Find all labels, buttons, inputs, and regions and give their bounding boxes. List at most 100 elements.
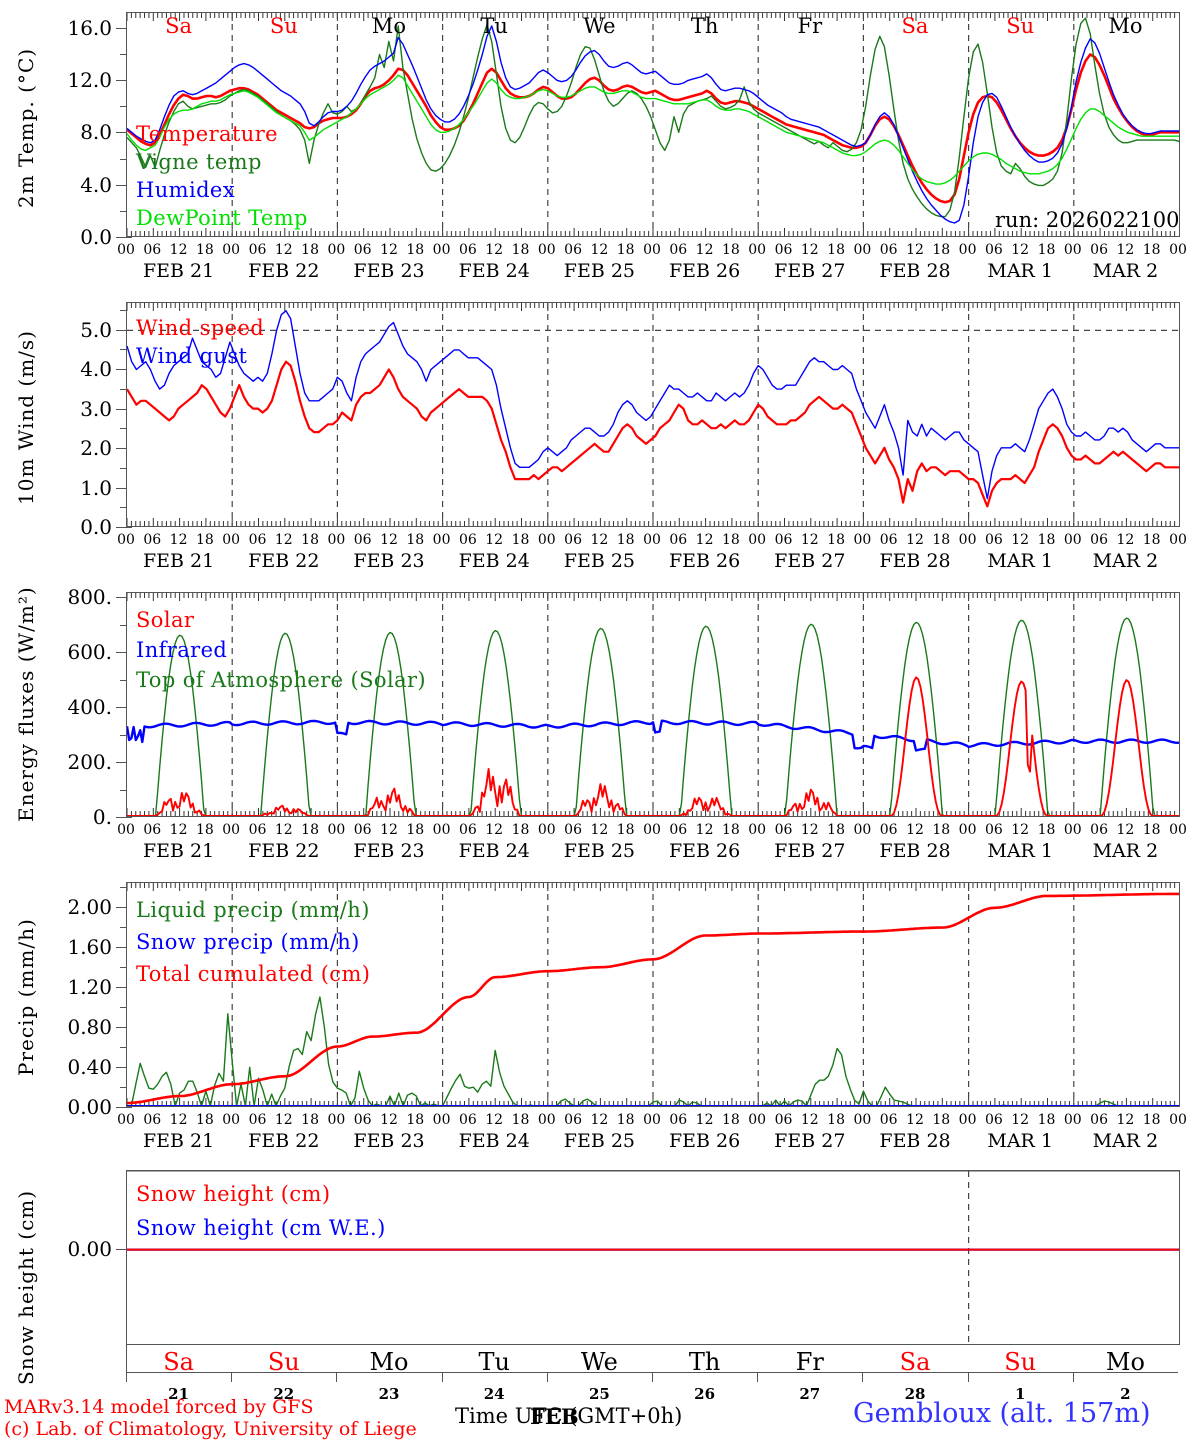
hour-tick-label: 00 [748,532,767,548]
hour-tick-label: 18 [406,242,425,258]
hour-tick-label: 12 [380,242,398,258]
day-tick-mark [652,1373,653,1382]
hour-tick-label: 12 [380,532,398,548]
weekday-label: Fr [797,14,823,38]
hour-tick-label: 12 [800,1112,819,1128]
date-axis-label: MAR 1 [987,550,1053,572]
weekday-label: Sa [901,14,929,38]
hour-tick-label: 00 [432,1112,451,1128]
legend-item-snow-height-cm: Snow height (cm) [136,1182,331,1206]
hour-tick-label: 00 [537,532,556,548]
hour-tick-label: 12 [169,822,188,838]
legend-item-vigne-temp: Vigne temp [136,150,262,174]
hour-tick-label: 00 [748,242,767,258]
hour-tick-label: 12 [590,532,609,548]
hour-tick-label: 00 [327,242,346,258]
hour-tick-label: 18 [406,532,425,548]
y-minor-tick-mark [120,158,131,160]
hour-tick-label: 06 [669,532,688,548]
y-tick-label: 12.0 [67,68,112,93]
y-tick-mark [116,1248,132,1250]
y-minor-tick-mark [120,789,131,791]
hour-tick-label: 06 [353,822,372,838]
hour-tick-label: 00 [958,242,977,258]
y-tick-label: 4.0 [80,357,112,382]
date-axis-label: FEB 21 [142,550,215,572]
panel-snow-ylabel: Snow height (cm) [14,1189,38,1386]
hour-tick-label: 00 [1169,242,1187,258]
weekday-label: Mo [1105,1348,1145,1376]
day-tick-mark [862,1373,864,1382]
snow-panel-baseline [126,1372,1178,1373]
hour-tick-label: 06 [669,242,688,258]
panel-wind: 10m Wind (m/s) 0.0 1.0 2.0 3.0 4.0 5.0 00 06 12… [0,290,1194,580]
y-tick-mark [116,707,132,709]
hour-tick-label: 00 [222,532,241,548]
hour-tick-label: 12 [485,822,504,838]
hour-tick-label: 12 [485,1112,504,1128]
date-axis-label: MAR 1 [987,1130,1053,1152]
hour-tick-label: 06 [458,242,477,258]
hour-tick-label: 18 [195,1112,214,1128]
legend-item-temperature: Temperature [136,122,278,146]
hour-tick-label: 12 [1116,1112,1135,1128]
hour-tick-label: 12 [906,532,924,548]
y-tick-label: 0.0 [80,225,112,249]
weekday-label: Th [690,14,719,38]
hour-tick-label: 06 [774,242,793,258]
time-axis-overlap-text: FEB [530,1404,579,1429]
hour-tick-label: 06 [669,1112,688,1128]
hour-tick-label: 00 [327,822,346,838]
date-axis-label: FEB 28 [879,840,951,862]
hour-tick-label: 12 [1116,822,1135,838]
y-tick-mark [116,1067,132,1068]
panel-energy-plot [126,592,1180,817]
y-tick-mark [116,369,132,371]
day-number-label: 24 [483,1385,505,1403]
hour-tick-label: 00 [643,822,661,838]
hour-tick-label: 18 [301,1112,320,1128]
y-tick-label: 1.0 [80,475,112,500]
hour-tick-label: 06 [879,1112,898,1128]
day-tick-mark [757,1373,759,1382]
hour-tick-label: 18 [1037,1112,1056,1128]
date-axis-label: FEB 21 [142,1130,215,1152]
y-tick-label: 1.20 [67,975,112,999]
footer-model-line1: MARv3.14 model forced by GFS [4,1396,314,1418]
y-minor-tick-mark [120,53,131,55]
weekday-label: Su [269,14,298,38]
hour-tick-label: 00 [222,242,241,258]
hour-tick-label: 06 [774,1112,793,1128]
hour-tick-label: 00 [327,1112,346,1128]
hour-tick-label: 00 [432,822,451,838]
legend-item-wind-gust: Wind gust [136,344,248,368]
y-minor-tick-mark [120,309,131,311]
hour-tick-label: 18 [195,242,214,258]
y-tick-mark [116,1107,132,1108]
date-axis-label: FEB 23 [353,1130,425,1152]
legend-item-solar: Solar [136,608,195,632]
hour-tick-label: 18 [511,1112,530,1128]
day-number-label: 27 [799,1385,821,1403]
weekday-label: Fr [795,1348,824,1376]
hour-tick-label: 06 [564,242,583,258]
hour-tick-label: 06 [143,532,162,548]
y-minor-tick-mark [120,927,131,928]
y-tick-label: 800. [67,585,112,610]
panel-temperature-plot [126,12,1180,237]
hour-tick-label: 00 [958,532,977,548]
panel-wind-plot [126,302,1180,527]
hour-tick-label: 06 [1090,822,1109,838]
day-tick-mark [231,1373,233,1382]
hour-tick-label: 00 [222,822,241,838]
hour-tick-label: 18 [827,822,846,838]
date-axis-label: FEB 26 [668,840,741,862]
y-minor-tick-mark [120,679,131,681]
hour-tick-label: 00 [117,822,135,838]
day-number-label: 28 [904,1385,926,1403]
hour-tick-label: 00 [643,1112,661,1128]
hour-tick-label: 12 [800,822,819,838]
hour-tick-label: 06 [984,242,1003,258]
hour-tick-label: 06 [774,532,793,548]
date-axis-label: MAR 1 [987,840,1053,862]
